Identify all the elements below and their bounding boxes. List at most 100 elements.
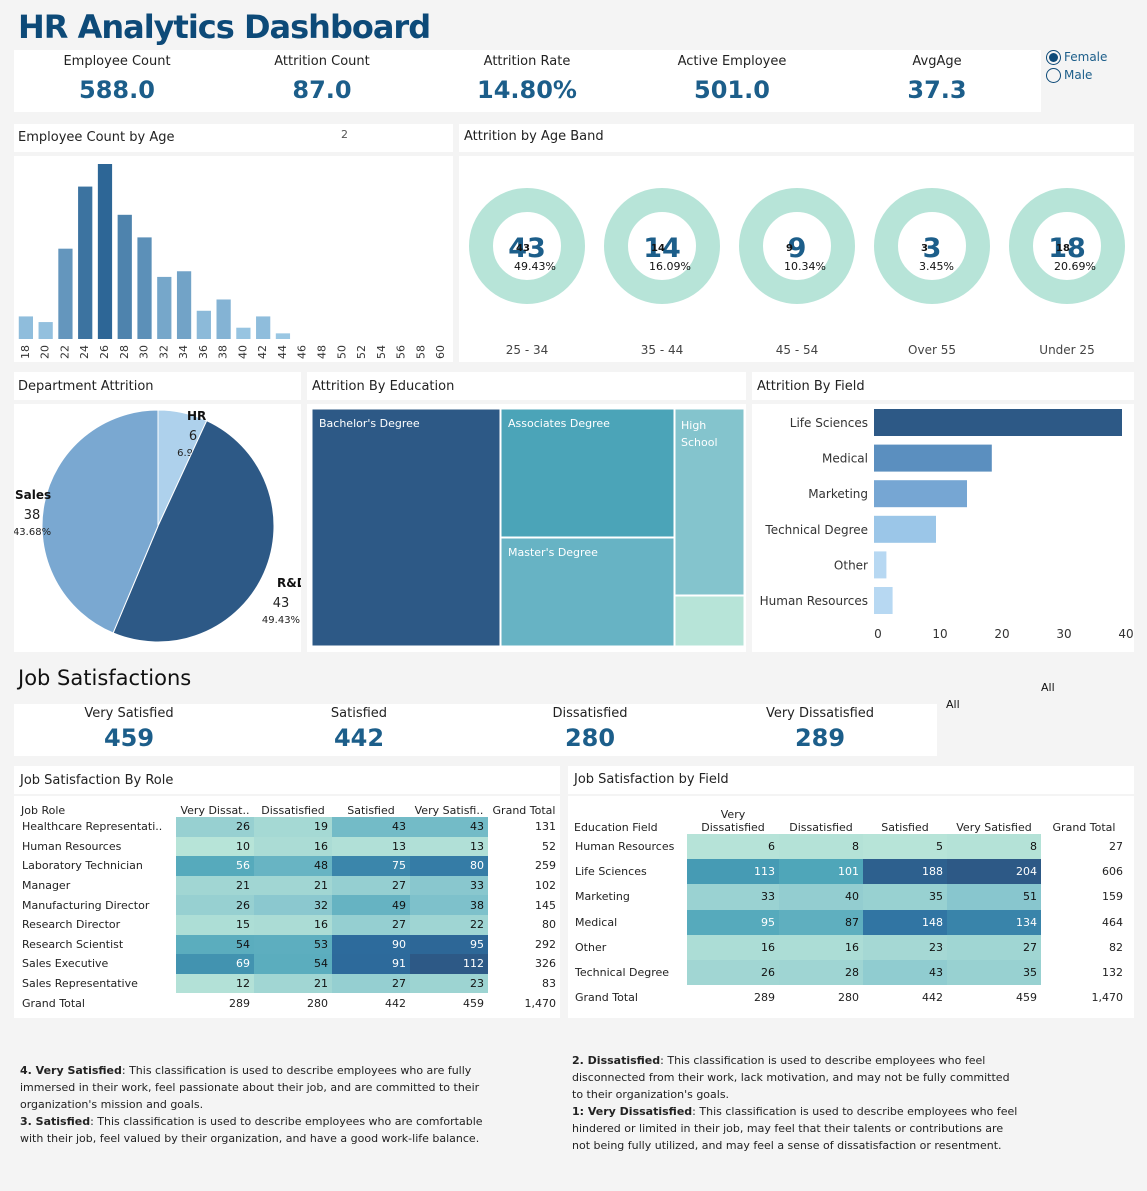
table-cell: 21 xyxy=(176,875,254,896)
age-bar[interactable] xyxy=(117,214,132,339)
age-band-donut[interactable] xyxy=(739,188,855,304)
table-row-label: Technical Degree xyxy=(575,966,670,980)
field-axis-tick: 0 xyxy=(874,627,882,641)
table-cell: 95 xyxy=(687,909,779,935)
male-radio[interactable]: Male xyxy=(1046,68,1092,83)
age-band-value: 14 xyxy=(643,233,681,264)
field-bar[interactable] xyxy=(874,515,936,543)
dept-pie-slice[interactable] xyxy=(112,420,275,643)
education-card: Bachelor's Degree Associates Degree Master… xyxy=(307,404,746,652)
table-row-label: Manufacturing Director xyxy=(22,898,150,912)
field-category-label: Human Resources xyxy=(760,594,868,608)
field-axis-tick: 30 xyxy=(1056,627,1071,641)
job-sat-title: Job Satisfactions xyxy=(18,666,192,690)
age-bar[interactable] xyxy=(236,327,251,339)
table-cell: 5 xyxy=(863,834,947,860)
table-cell: 56 xyxy=(176,856,254,876)
field-bar[interactable] xyxy=(874,587,893,614)
age-band-donut[interactable] xyxy=(604,188,720,304)
education-header: Attrition By Education xyxy=(307,372,746,400)
education-tile[interactable] xyxy=(500,408,675,538)
education-tile[interactable] xyxy=(500,537,675,647)
table-cell: 40 xyxy=(779,884,863,910)
age-band-donut[interactable] xyxy=(1009,188,1125,304)
note-very-satisfied: 4. Very Satisfied: This classification i… xyxy=(20,1064,480,1111)
age-tick-label: 32 xyxy=(157,345,170,359)
table-cell: 53 xyxy=(254,934,332,955)
table-row-label: Life Sciences xyxy=(575,865,647,879)
table-cell: 464 xyxy=(1102,915,1123,929)
table-column-header: Grand Total xyxy=(492,804,556,817)
table-row: Technical Degree 26 28 43 35 132 xyxy=(571,959,1127,986)
note-dissatisfied: 2. Dissatisfied: This classification is … xyxy=(572,1054,1010,1101)
age-band-header: Attrition by Age Band xyxy=(459,124,1134,152)
education-tile[interactable] xyxy=(674,595,745,647)
female-radio[interactable]: Female xyxy=(1046,50,1107,65)
table-cell: 91 xyxy=(332,954,410,974)
table-row-label: Other xyxy=(575,940,607,954)
table-cell: 43 xyxy=(410,817,488,837)
field-card: Life Sciences Medical Marketing Technical D… xyxy=(752,404,1134,652)
age-bar[interactable] xyxy=(18,316,34,339)
field-bar[interactable] xyxy=(874,551,887,579)
kpi-label: Attrition Rate xyxy=(483,54,571,69)
table-cell: 80 xyxy=(542,918,556,932)
age-bar[interactable] xyxy=(58,248,73,339)
age-bar[interactable] xyxy=(216,299,231,339)
role-table-card: Job Role Very Dissat.. Dissatisfied Satisfi… xyxy=(14,796,560,1018)
table-cell: 69 xyxy=(176,954,254,974)
kpi-value: 37.3 xyxy=(907,76,967,104)
table-cell: 16 xyxy=(254,836,332,857)
table-row-label: Grand Total xyxy=(22,996,85,1010)
age-bar[interactable] xyxy=(275,333,291,339)
age-bar[interactable] xyxy=(176,271,192,339)
job-sat-filter-all-secondary[interactable]: All xyxy=(946,698,960,711)
field-bar[interactable] xyxy=(874,409,1122,436)
education-tile[interactable] xyxy=(311,408,501,647)
table-row-label: Sales Representative xyxy=(22,977,138,991)
kpi-label: Active Employee xyxy=(677,54,787,69)
age-band-donut[interactable] xyxy=(469,188,585,304)
table-cell: 27 xyxy=(332,875,410,896)
field-bar[interactable] xyxy=(874,480,967,508)
table-column-header: Very Dissatisfied xyxy=(701,808,765,834)
table-cell: 26 xyxy=(176,895,254,915)
age-bar[interactable] xyxy=(157,276,172,339)
age-band-donut[interactable] xyxy=(874,188,990,304)
dept-count-label: 43 xyxy=(273,596,290,611)
age-chart-card: 18 20 22 24 26 28 30 32 34 36 38 40 42 44 46 48 50 52 54 56… xyxy=(14,156,453,362)
job-sat-filter-all[interactable]: All xyxy=(1041,681,1055,694)
table-row-label: Research Scientist xyxy=(22,937,124,951)
age-bar[interactable] xyxy=(38,322,53,339)
age-chart-title: Employee Count by Age xyxy=(18,130,175,145)
age-band-count: 18 xyxy=(1056,243,1070,254)
radio-unselected-icon xyxy=(1046,68,1061,83)
age-bar[interactable] xyxy=(97,164,113,339)
table-cell: 204 xyxy=(947,859,1041,885)
education-tile[interactable] xyxy=(674,408,745,596)
field-bar[interactable] xyxy=(874,444,992,472)
age-bar[interactable] xyxy=(137,237,152,339)
field-category-label: Medical xyxy=(822,452,868,466)
table-cell: 159 xyxy=(1102,890,1123,904)
dept-percent-label: 43.68% xyxy=(14,527,51,538)
field-table-header: Job Satisfaction by Field xyxy=(568,766,1134,794)
table-row-label: Manager xyxy=(22,879,71,893)
age-tick-label: 46 xyxy=(296,345,309,359)
age-tick-label: 36 xyxy=(197,345,210,359)
table-row: Marketing 33 40 35 51 159 xyxy=(571,884,1127,910)
age-band-value: 18 xyxy=(1048,233,1086,264)
age-bar[interactable] xyxy=(196,310,211,339)
education-treemap: Bachelor's Degree Associates Degree Master… xyxy=(311,408,745,647)
table-cell: 148 xyxy=(863,909,947,935)
dept-pie-slice[interactable] xyxy=(41,409,159,634)
education-tile-label: High School xyxy=(681,419,718,449)
kpi-label: AvgAge xyxy=(912,54,962,69)
age-bar[interactable] xyxy=(256,316,271,339)
job-sat-kpi-value: 442 xyxy=(333,724,385,752)
age-tick-label: 50 xyxy=(335,345,348,359)
table-cell: 15 xyxy=(176,914,254,935)
age-bar[interactable] xyxy=(78,186,93,339)
table-header-row: Job Role Very Dissat.. Dissatisfied Satisfi… xyxy=(18,799,560,817)
